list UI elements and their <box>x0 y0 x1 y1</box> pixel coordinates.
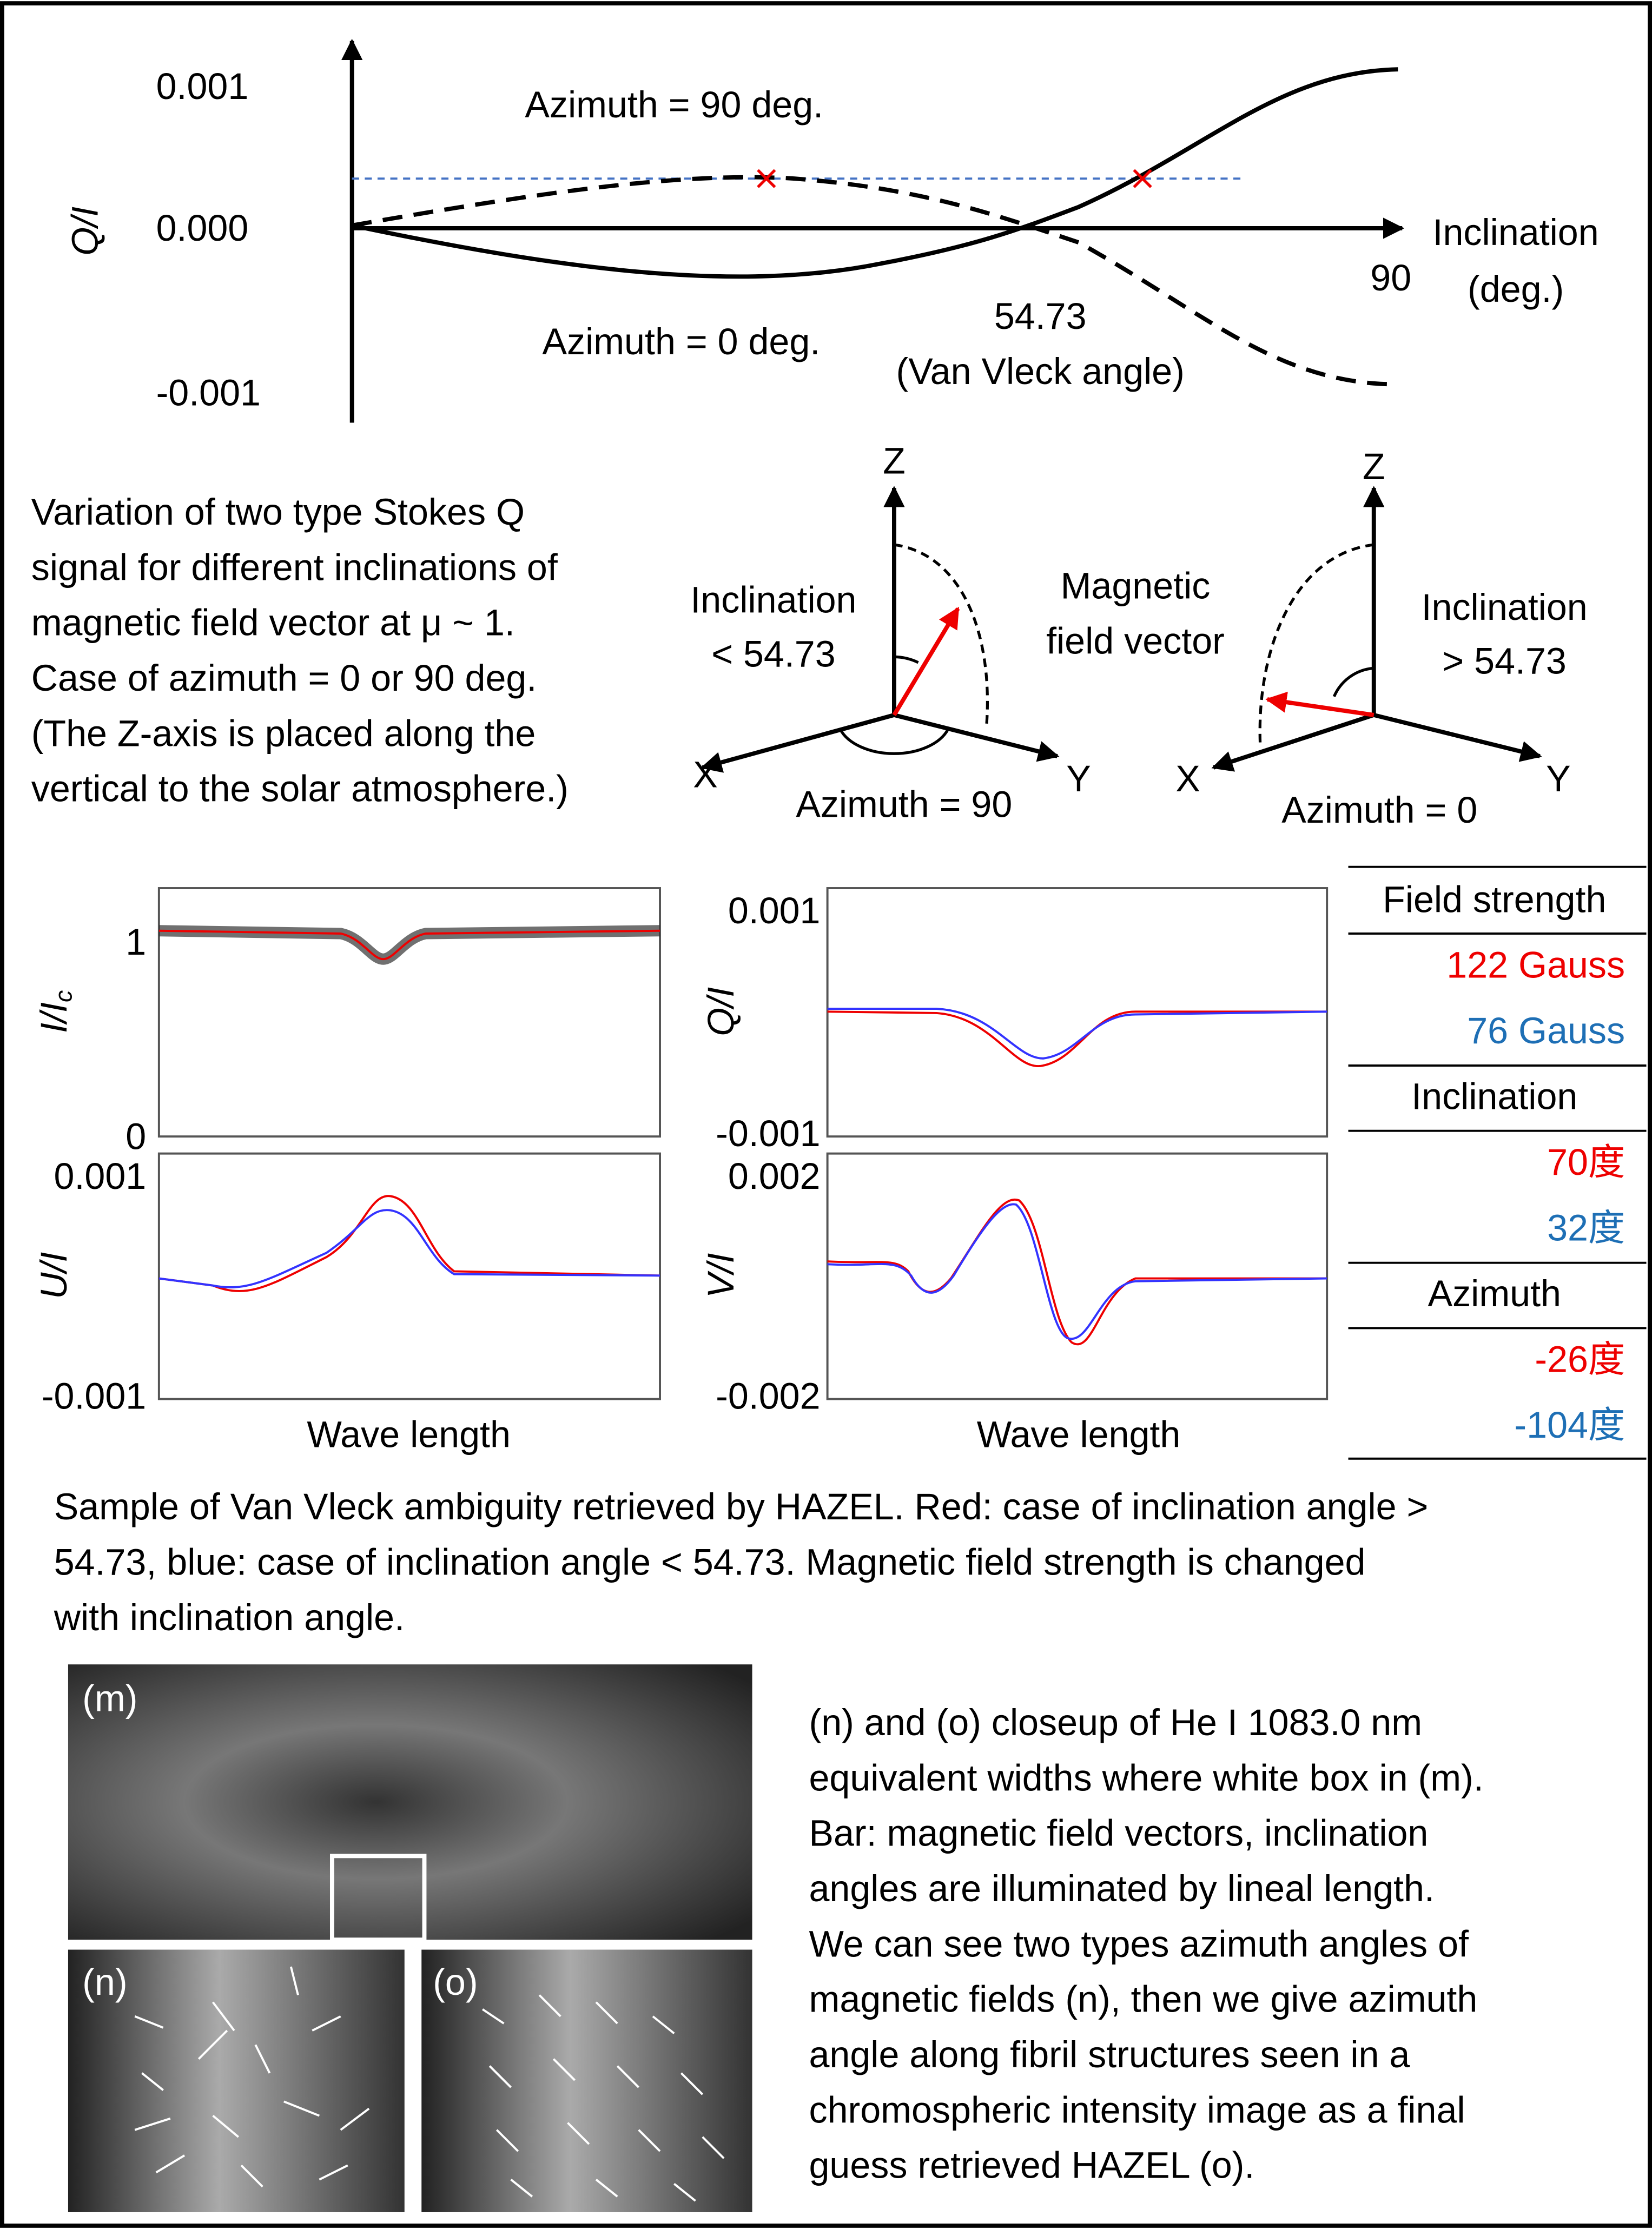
y-tick-label: 0.001 <box>728 890 821 931</box>
image-label: (o) <box>433 1962 478 2003</box>
x-label: Inclination <box>1433 212 1599 253</box>
y-tick-label: -0.001 <box>156 373 261 414</box>
axis-label: Y <box>1546 758 1571 799</box>
table-value: -104度 <box>1514 1405 1625 1446</box>
y-label: I/Ic <box>34 990 77 1033</box>
table-value: 70度 <box>1547 1142 1625 1183</box>
caption-line: Sample of Van Vleck ambiguity retrieved … <box>54 1486 1429 1527</box>
annotation: Azimuth = 0 <box>1281 790 1477 831</box>
closeup-line: angle along fibril structures seen in a <box>809 2034 1410 2075</box>
axis-label: X <box>1175 758 1200 799</box>
image-panels <box>68 1664 752 2212</box>
table-header: Field strength <box>1383 879 1606 920</box>
y-label-subscript: c <box>50 990 77 1002</box>
y-tick-label: -0.001 <box>716 1113 820 1154</box>
axis-label: Z <box>1363 446 1385 487</box>
closeup-line: angles are illuminated by lineal length. <box>809 1868 1435 1909</box>
closeup-line: Bar: magnetic field vectors, inclination <box>809 1813 1429 1854</box>
y-tick-label: 0.002 <box>728 1156 821 1197</box>
annotation: 54.73 <box>994 296 1087 337</box>
description-line: Case of azimuth = 0 or 90 deg. <box>31 658 537 699</box>
table-value: 76 Gauss <box>1467 1010 1625 1051</box>
closeup-line: magnetic fields (n), then we give azimut… <box>809 1979 1478 2020</box>
y-tick-label: 0.001 <box>156 66 249 107</box>
description-line: vertical to the solar atmosphere.) <box>31 769 569 810</box>
table-value: 122 Gauss <box>1446 945 1625 986</box>
y-tick-label: -0.001 <box>42 1376 146 1417</box>
annotation: Magnetic <box>1061 565 1211 606</box>
y-tick-label: 0.000 <box>156 208 249 249</box>
annotation: > 54.73 <box>1442 640 1566 682</box>
description-line: signal for different inclinations of <box>31 547 558 588</box>
description-line: (The Z-axis is placed along the <box>31 713 536 754</box>
x-tick-label: 90 <box>1370 257 1411 299</box>
table-value: -26度 <box>1535 1339 1625 1380</box>
table-value: 32度 <box>1547 1208 1625 1249</box>
closeup-line: We can see two types azimuth angles of <box>809 1923 1470 1965</box>
annotation: Azimuth = 90 <box>796 784 1012 825</box>
x-label: Wave length <box>977 1414 1181 1455</box>
y-tick-label: 0.001 <box>54 1156 147 1197</box>
annotation: field vector <box>1046 621 1225 662</box>
y-label: Q/I <box>65 207 106 256</box>
curve-label: Azimuth = 0 deg. <box>543 321 821 362</box>
table-header: Inclination <box>1411 1076 1577 1117</box>
x-label: Wave length <box>307 1414 511 1455</box>
image-label: (n) <box>82 1962 127 2003</box>
curve-label: Azimuth = 90 deg. <box>525 84 823 125</box>
description-line: magnetic field vector at μ ~ 1. <box>31 603 515 644</box>
image-label: (m) <box>82 1678 137 1719</box>
y-tick-label: 1 <box>125 922 146 963</box>
axis-label: X <box>693 754 718 795</box>
closeup-line: chromospheric intensity image as a final <box>809 2089 1465 2131</box>
curve-azimuth-0 <box>352 69 1398 276</box>
axis-label: Z <box>883 441 906 482</box>
closeup-line: guess retrieved HAZEL (o). <box>809 2145 1255 2186</box>
closeup-line: (n) and (o) closeup of He I 1083.0 nm <box>809 1702 1423 1743</box>
annotation: < 54.73 <box>711 633 835 674</box>
caption-line: 54.73, blue: case of inclination angle <… <box>54 1542 1366 1583</box>
x-label: (deg.) <box>1468 269 1564 310</box>
y-tick-label: 0 <box>125 1116 146 1157</box>
description-line: Variation of two type Stokes Q <box>31 492 525 533</box>
y-label: V/I <box>701 1253 742 1298</box>
annotation: (Van Vleck angle) <box>896 351 1185 392</box>
vector-left <box>703 488 1058 768</box>
table-header: Azimuth <box>1428 1273 1561 1314</box>
y-label: Q/I <box>701 987 742 1036</box>
curve-azimuth-90 <box>352 177 1398 385</box>
axis-label: Y <box>1066 758 1091 799</box>
figure: Q/I 0.001 0.000 -0.001 Azimuth = 90 deg. Azim… <box>0 0 1652 2229</box>
y-tick-label: -0.002 <box>716 1376 820 1417</box>
annotation: Inclination <box>1422 587 1588 628</box>
y-label: U/I <box>34 1252 75 1299</box>
closeup-line: equivalent widths where white box in (m)… <box>809 1757 1484 1798</box>
caption-line: with inclination angle. <box>54 1597 405 1638</box>
annotation: Inclination <box>690 580 856 621</box>
